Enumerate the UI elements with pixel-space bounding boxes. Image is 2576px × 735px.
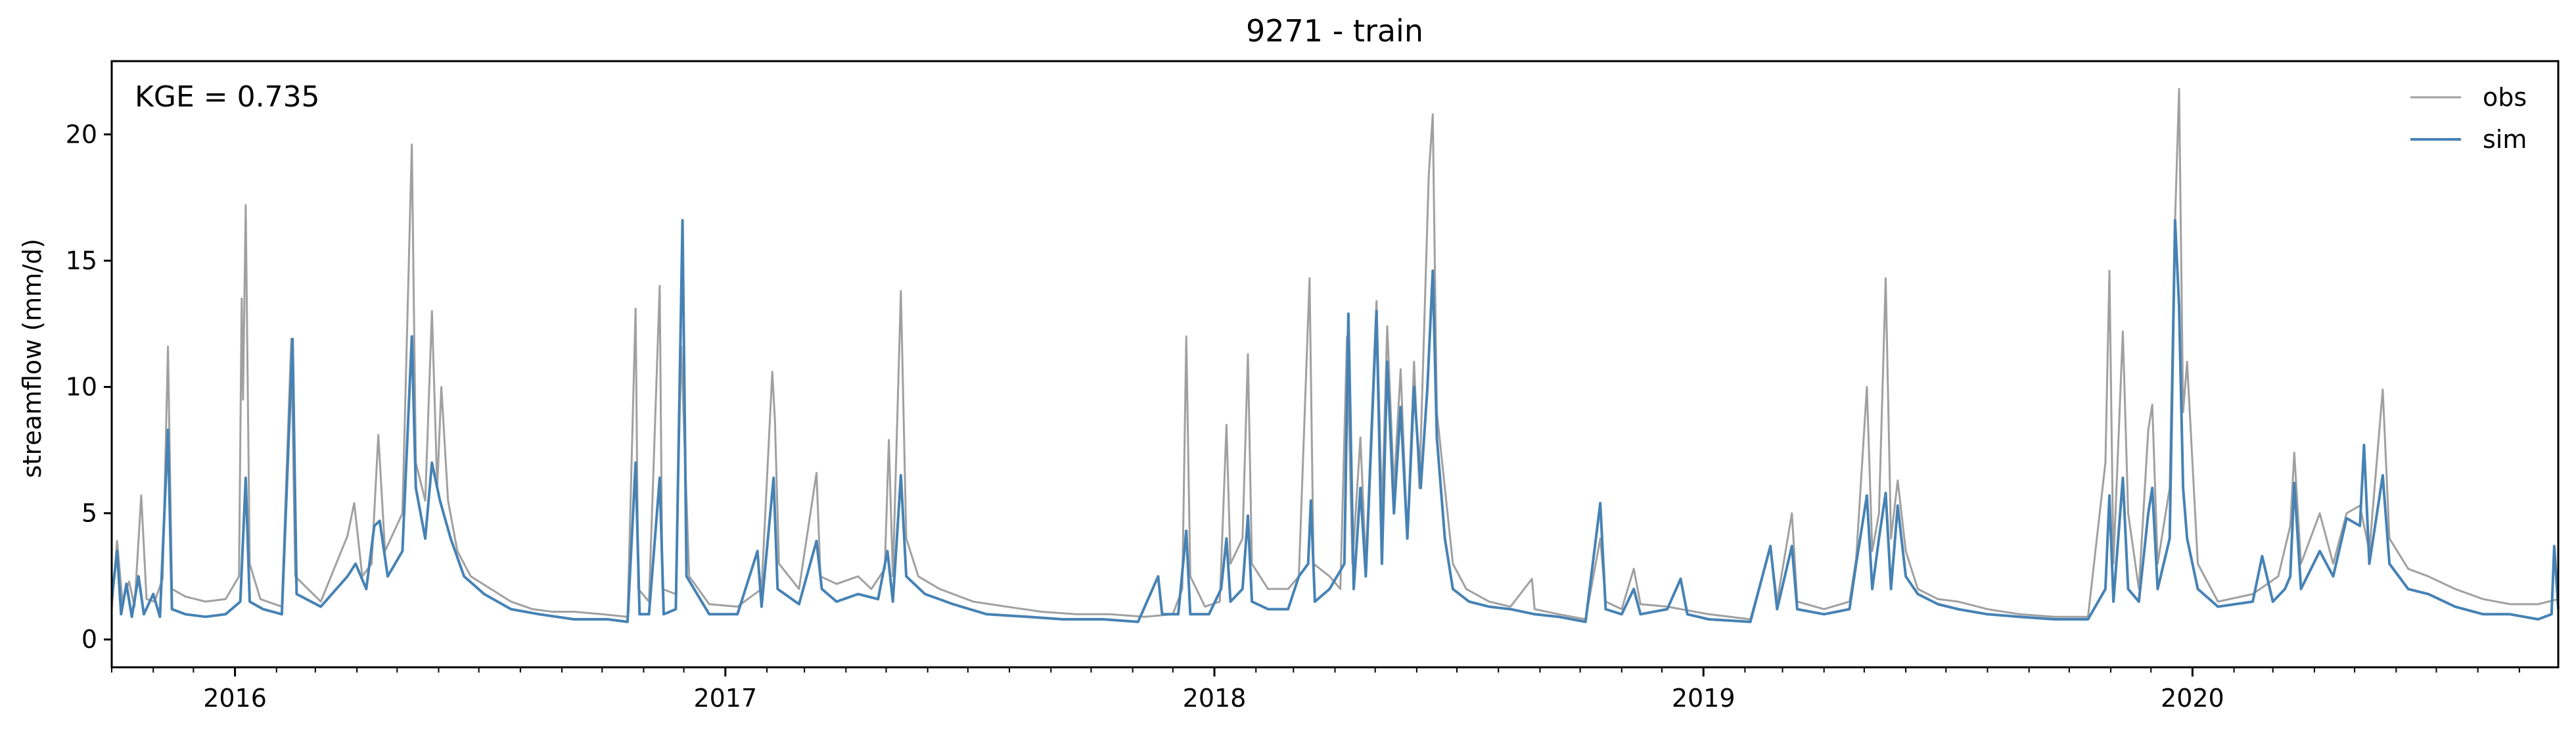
plot-frame xyxy=(110,60,2560,669)
y-axis: 0 5 10 15 20 xyxy=(66,120,112,654)
legend: obs sim xyxy=(2410,83,2527,154)
chart-title: 9271 - train xyxy=(1246,13,1423,49)
y-tick-label: 20 xyxy=(66,120,97,149)
y-tick-label: 15 xyxy=(66,246,97,275)
y-tick-label: 5 xyxy=(81,499,97,528)
plot-area: 0 5 10 15 20 2016 2017 2018 2019 2020 xyxy=(66,60,2560,713)
x-tick-label: 2016 xyxy=(203,684,267,713)
legend-label-sim: sim xyxy=(2483,125,2527,154)
y-tick-label: 10 xyxy=(66,373,97,402)
x-tick-label: 2020 xyxy=(2161,684,2224,713)
y-tick-label: 0 xyxy=(81,625,97,654)
series-line-sim xyxy=(110,219,2560,623)
x-tick-label: 2017 xyxy=(693,684,757,713)
y-axis-label: streamflow (mm/d) xyxy=(18,239,47,478)
kge-annotation: KGE = 0.735 xyxy=(135,80,320,114)
series-line-obs xyxy=(110,87,2559,621)
series-layer xyxy=(110,87,2560,623)
x-axis: 2016 2017 2018 2019 2020 xyxy=(111,667,2520,713)
legend-label-obs: obs xyxy=(2483,83,2527,112)
x-tick-label: 2018 xyxy=(1183,684,1247,713)
x-tick-label: 2019 xyxy=(1672,684,1736,713)
